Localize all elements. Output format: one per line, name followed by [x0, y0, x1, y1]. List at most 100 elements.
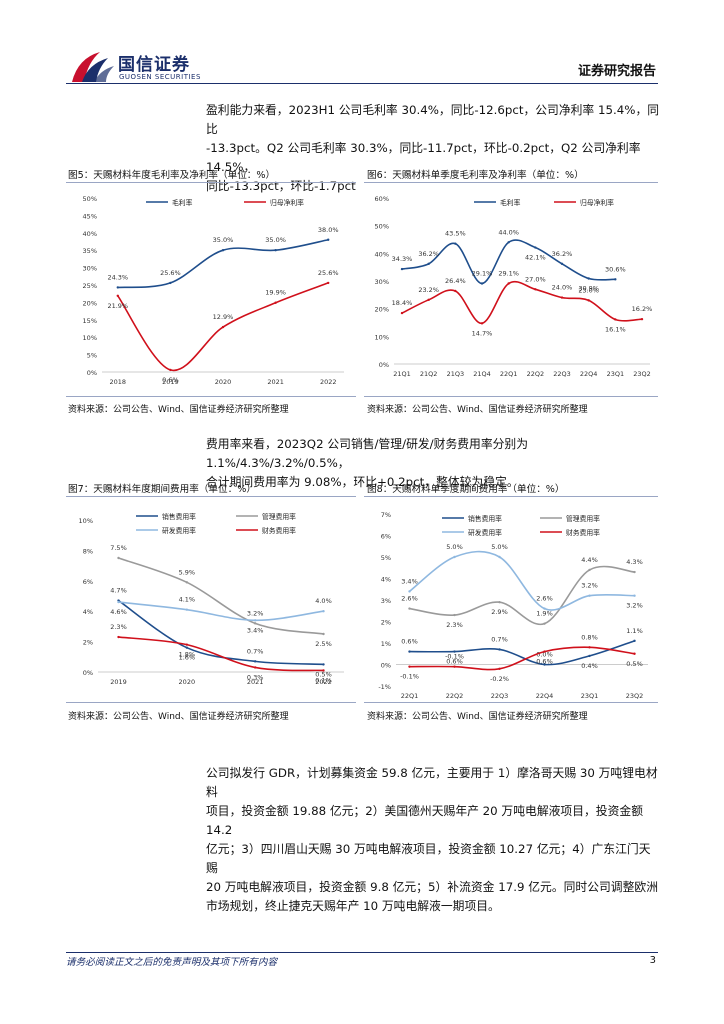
- fig7-data-label: 0.3%: [247, 673, 264, 681]
- fig6-ytick-label: 0%: [379, 361, 389, 369]
- fig7-legend-label: 财务费用率: [262, 526, 296, 535]
- fig7-data-label: 4.6%: [110, 608, 127, 616]
- fig6-data-point: [507, 241, 510, 244]
- fig5-data-point: [274, 249, 277, 252]
- fig6-ytick-label: 40%: [375, 250, 389, 258]
- fig7-data-label: 4.7%: [110, 587, 127, 595]
- fig6-data-label: 26.4%: [445, 277, 466, 285]
- fig8-data-label: 0.6%: [536, 658, 553, 666]
- fig8-data-point: [588, 646, 591, 649]
- fig6-data-label: 30.9%: [578, 285, 599, 293]
- fig6-data-point: [454, 242, 457, 245]
- fig8-data-label: 4.4%: [581, 556, 598, 564]
- fig8-legend-label: 财务费用率: [566, 528, 600, 537]
- fig5-legend-label: 归母净利率: [270, 198, 304, 207]
- fig8-data-label: 4.3%: [626, 558, 643, 566]
- fig8-data-point: [453, 665, 456, 668]
- text-line: 市场规划，终止捷克天赐年产 10 万吨电解液一期项目。: [206, 899, 500, 913]
- fig8-data-label: -0.1%: [445, 653, 464, 661]
- fig6-chart: 0% 10% 20% 30% 40% 50% 60% 21Q1 21Q2 21Q3 21Q4 22Q1…: [364, 186, 658, 396]
- fig6-xtick-label: 22Q1: [500, 370, 518, 378]
- document-type: 证券研究报告: [577, 64, 656, 79]
- fig7-source: 资料来源：公司公告、Wind、国信证券经济研究所整理: [68, 712, 289, 722]
- fig7-data-point: [185, 646, 189, 649]
- fig7-legend-label: 研发费用率: [162, 526, 196, 535]
- fig7-data-label: 0.1%: [315, 676, 332, 684]
- fig8-data-label: 3.2%: [581, 582, 598, 590]
- fig5-ytick-label: 10%: [83, 334, 97, 342]
- fig8-data-point: [543, 607, 546, 610]
- fig8-data-label: 0.6%: [446, 658, 463, 666]
- fig7-xtick-label: 2020: [179, 678, 196, 686]
- fig6-ytick-label: 60%: [375, 195, 389, 203]
- fig7-data-label: 3.2%: [247, 609, 264, 617]
- fig8-ytick-label: 2%: [381, 619, 391, 627]
- fig7-data-point: [185, 608, 189, 611]
- fig8-data-point: [498, 667, 501, 670]
- fig6-ytick-label: 10%: [375, 333, 389, 341]
- fig8-data-point: [633, 639, 636, 643]
- fig5-legend-label: 毛利率: [172, 198, 193, 207]
- fig8-data-point: [408, 607, 411, 610]
- fig5-data-point: [169, 368, 172, 372]
- fig8-top-rule: [364, 496, 658, 497]
- fig8-data-label: 1.1%: [626, 627, 643, 635]
- fig7-ytick-label: 0%: [83, 669, 93, 677]
- fig5-data-point: [327, 238, 330, 241]
- fig8-data-point: [543, 663, 546, 666]
- page-header: 国信证券 GUOSEN SECURITIES 证券研究报告: [0, 0, 724, 84]
- fig8-data-label: 2.6%: [536, 595, 553, 603]
- text-line: 盈利能力来看，2023H1 公司毛利率 30.4%，同比-12.6pct，公司净…: [206, 103, 660, 136]
- fig8-data-label: 0.4%: [581, 662, 598, 670]
- fig8-data-point: [453, 555, 456, 559]
- fig6-data-label: 18.4%: [392, 299, 413, 307]
- fig6-data-point: [560, 296, 564, 299]
- fig8-ytick-label: 3%: [381, 597, 391, 605]
- fig6-data-point: [587, 277, 590, 280]
- fig8-legend-label: 研发费用率: [468, 528, 502, 537]
- fig5-data-label: 35.0%: [265, 236, 286, 244]
- fig7-data-label: 4.1%: [179, 596, 196, 604]
- fig7-chart: 0% 2% 4% 6% 8% 10% 2019 2020 2021 2022 销售费用率 管理费用率研…: [66, 500, 356, 702]
- fig8-data-label: -0.1%: [400, 673, 419, 681]
- fig8-data-label: 0.7%: [491, 635, 508, 643]
- fig5-ytick-label: 15%: [83, 317, 97, 325]
- fig7-ytick-label: 10%: [79, 517, 93, 525]
- fig5-ytick-label: 35%: [83, 247, 97, 255]
- fig8-data-point: [453, 613, 456, 617]
- fig5-series-line: [117, 282, 329, 371]
- fig6-data-point: [427, 262, 430, 266]
- fig6-data-point: [454, 289, 457, 293]
- fig5-svg: 0% 5% 10% 15% 20% 25% 30% 35% 40% 45% 50% 2018 2019 2…: [83, 195, 344, 386]
- fig7-data-label: 0.5%: [315, 670, 332, 678]
- fig6-series-line: [401, 280, 643, 325]
- logo-text-cn: 国信证券: [118, 55, 190, 75]
- fig6-data-point: [427, 298, 430, 302]
- fig5-data-label: 19.9%: [265, 289, 286, 297]
- fig6-data-label: 42.1%: [525, 254, 546, 262]
- fig7-data-label: 2.5%: [315, 640, 332, 648]
- fig5-data-label: 38.0%: [318, 226, 339, 234]
- fig5-chart: 0% 5% 10% 15% 20% 25% 30% 35% 40% 45% 50% 2018 2019 2…: [66, 186, 356, 396]
- fig5-data-point: [169, 281, 172, 285]
- fig7-data-label: 1.6%: [179, 654, 196, 662]
- fig5-xtick-label: 2018: [110, 378, 127, 386]
- fig7-series-line: [118, 557, 324, 635]
- fig6-data-label: 34.3%: [392, 255, 413, 263]
- fig8-svg: -1% 0% 1% 2% 3% 4% 5% 6% 7% 22Q1 22Q2 22Q3 22Q4 23Q1 2…: [378, 511, 648, 700]
- fig6-ytick-label: 30%: [375, 278, 389, 286]
- fig6-data-point: [614, 318, 617, 321]
- fig8-data-point: [408, 590, 411, 593]
- disclaimer-link[interactable]: 请务必阅读正文之后的免责声明及其项下所有内容: [66, 957, 278, 968]
- fig6-legend-label: 归母净利率: [580, 198, 614, 207]
- fig7-title: 图7：天赐材料年度期间费用率（单位：%）: [68, 484, 256, 495]
- fig5-data-point: [327, 281, 330, 285]
- fig6-title: 图6：天赐材料单季度毛利率及净利率（单位：%）: [367, 170, 584, 181]
- fig5-top-rule: [66, 182, 356, 183]
- fig7-data-label: 3.4%: [247, 626, 264, 634]
- fig5-source: 资料来源：公司公告、Wind、国信证券经济研究所整理: [68, 405, 289, 415]
- fig7-series-line: [118, 599, 324, 666]
- fig8-ytick-label: 6%: [381, 533, 391, 541]
- fig6-data-label: 23.0%: [578, 286, 599, 294]
- fig6-top-rule: [364, 182, 658, 183]
